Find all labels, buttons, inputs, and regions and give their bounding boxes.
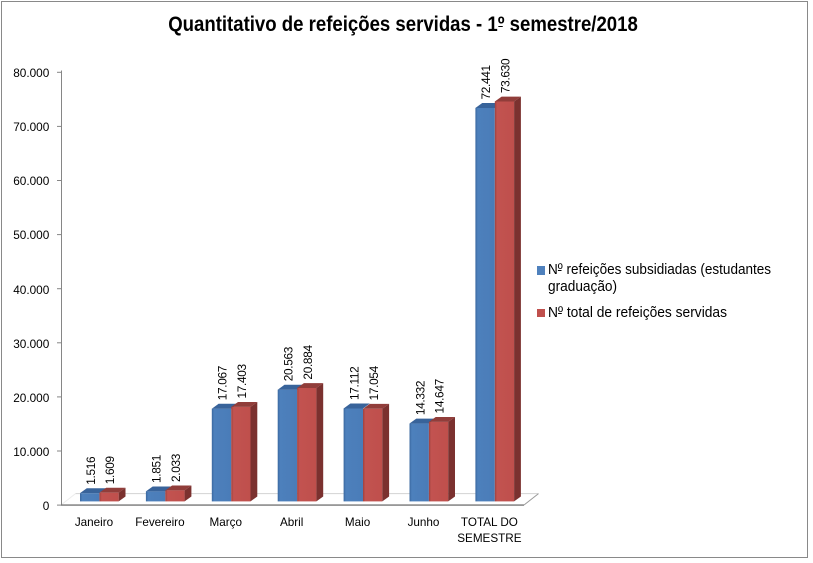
svg-text:72.441: 72.441 — [479, 65, 493, 99]
svg-text:1.516: 1.516 — [84, 456, 98, 485]
svg-text:1.609: 1.609 — [103, 456, 117, 484]
svg-text:17.067: 17.067 — [216, 366, 230, 400]
svg-text:20.884: 20.884 — [301, 345, 315, 380]
svg-text:17.403: 17.403 — [235, 363, 249, 398]
svg-text:17.112: 17.112 — [347, 367, 361, 400]
svg-text:1.851: 1.851 — [150, 455, 164, 483]
svg-text:17.054: 17.054 — [367, 365, 381, 400]
svg-text:73.630: 73.630 — [499, 58, 513, 93]
svg-text:2.033: 2.033 — [169, 453, 183, 482]
svg-text:14.647: 14.647 — [433, 379, 447, 413]
svg-text:14.332: 14.332 — [413, 381, 427, 415]
svg-text:20.563: 20.563 — [282, 346, 296, 381]
